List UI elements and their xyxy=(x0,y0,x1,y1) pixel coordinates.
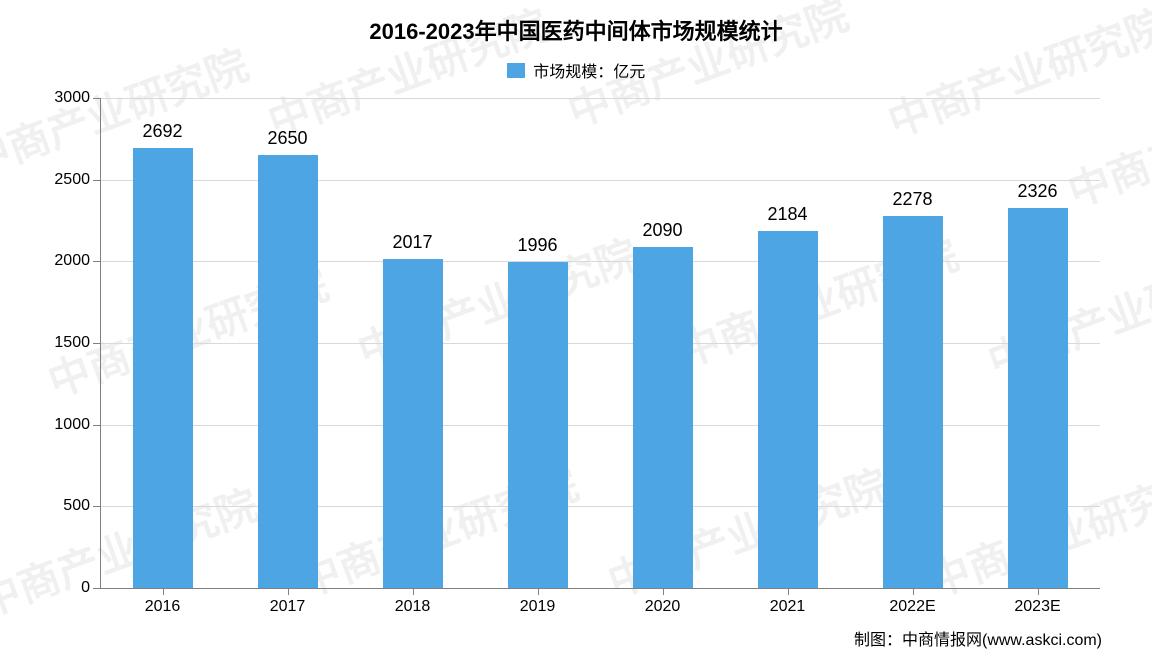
bars-layer: 2692 2650 2017 1996 2090 2184 2278 2326 xyxy=(100,98,1100,588)
x-tick-label: 2019 xyxy=(520,598,556,616)
x-tick-label: 2017 xyxy=(270,598,306,616)
bar-value-label: 2184 xyxy=(767,204,807,225)
chart-container: 2016-2023年中国医药中间体市场规模统计 市场规模：亿元 中商产业研究院中… xyxy=(0,0,1152,658)
bar: 2692 xyxy=(133,148,193,588)
y-tick-mark xyxy=(93,343,100,344)
y-tick-mark xyxy=(93,261,100,262)
bar-value-label: 2326 xyxy=(1017,181,1057,202)
x-tick-label: 2020 xyxy=(645,598,681,616)
x-tick-label: 2022E xyxy=(889,598,935,616)
bar: 2017 xyxy=(383,259,443,588)
y-tick-mark xyxy=(93,425,100,426)
x-axis-line xyxy=(100,588,1100,589)
bar: 2650 xyxy=(258,155,318,588)
x-tick-mark xyxy=(788,588,789,595)
bar: 2326 xyxy=(1008,208,1068,588)
x-tick-label: 2018 xyxy=(395,598,431,616)
x-tick-mark xyxy=(538,588,539,595)
y-tick-mark xyxy=(93,588,100,589)
legend-label: 市场规模：亿元 xyxy=(533,58,645,82)
x-tick-mark xyxy=(288,588,289,595)
bar: 2090 xyxy=(633,247,693,588)
y-tick-label: 1000 xyxy=(54,416,90,434)
y-tick-label: 2000 xyxy=(54,252,90,270)
bar-value-label: 2278 xyxy=(892,189,932,210)
plot-area: 26922650201719962090218422782326 0500100… xyxy=(100,98,1100,588)
chart-legend: 市场规模：亿元 xyxy=(0,58,1152,82)
bar: 2184 xyxy=(758,231,818,588)
x-tick-label: 2023E xyxy=(1014,598,1060,616)
chart-title: 2016-2023年中国医药中间体市场规模统计 xyxy=(0,14,1152,46)
y-tick-label: 3000 xyxy=(54,89,90,107)
x-tick-mark xyxy=(413,588,414,595)
footer-credit: 制图：中商情报网(www.askci.com) xyxy=(854,626,1102,650)
y-tick-label: 2500 xyxy=(54,171,90,189)
y-tick-mark xyxy=(93,98,100,99)
x-tick-label: 2021 xyxy=(770,598,806,616)
y-tick-mark xyxy=(93,506,100,507)
bar-value-label: 2017 xyxy=(392,232,432,253)
x-tick-label: 2016 xyxy=(145,598,181,616)
x-tick-mark xyxy=(913,588,914,595)
bar-value-label: 2650 xyxy=(267,128,307,149)
x-tick-mark xyxy=(663,588,664,595)
bar: 1996 xyxy=(508,262,568,588)
y-tick-label: 0 xyxy=(81,579,90,597)
x-tick-mark xyxy=(163,588,164,595)
bar: 2278 xyxy=(883,216,943,588)
y-tick-label: 500 xyxy=(63,497,90,515)
bar-value-label: 2090 xyxy=(642,220,682,241)
y-axis-line xyxy=(100,98,101,588)
legend-swatch xyxy=(507,63,525,78)
y-tick-mark xyxy=(93,180,100,181)
y-tick-label: 1500 xyxy=(54,334,90,352)
bar-value-label: 2692 xyxy=(142,121,182,142)
x-tick-mark xyxy=(1038,588,1039,595)
bar-value-label: 1996 xyxy=(517,235,557,256)
